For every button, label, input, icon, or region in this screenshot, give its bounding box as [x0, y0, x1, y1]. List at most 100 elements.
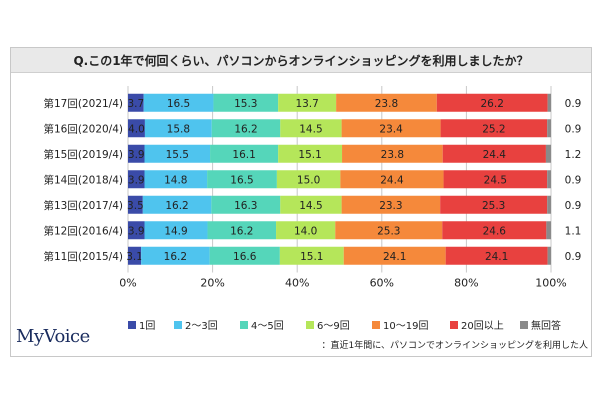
data-label: 14.5: [299, 200, 322, 212]
legend-label: 20回以上: [461, 321, 504, 332]
bar-segment: [278, 93, 337, 112]
legend-item: 20回以上: [450, 317, 504, 332]
legend-label: 6～9回: [317, 321, 350, 332]
data-label: 3.9: [128, 174, 145, 186]
legend-label: 無回答: [531, 321, 561, 332]
bar-segment: [280, 195, 342, 214]
bar-segment-no-answer: [547, 93, 551, 112]
legend-swatch: [520, 320, 528, 329]
data-label: 25.2: [482, 123, 505, 135]
bar-segment: [276, 221, 336, 240]
x-tick-label: 100%: [535, 277, 566, 290]
category-label: 第12回(2016/4): [44, 224, 124, 237]
bar-segment: [436, 93, 548, 112]
no-answer-label: 0.9: [565, 98, 582, 110]
data-label: 14.5: [299, 123, 322, 135]
bar-segment: [280, 119, 342, 138]
data-label: 16.3: [234, 200, 257, 212]
bar-segment: [144, 119, 212, 138]
data-label: 16.1: [232, 149, 255, 161]
bar-segment: [343, 246, 446, 265]
data-label: 24.5: [484, 174, 507, 186]
bar-segment-no-answer: [547, 170, 551, 189]
bar-segment: [128, 195, 143, 214]
bar-segment: [207, 221, 277, 240]
data-label: 16.6: [233, 251, 257, 263]
bar-segment-no-answer: [545, 144, 551, 163]
data-label: 23.8: [375, 98, 398, 110]
data-label: 4.0: [128, 123, 145, 135]
data-label: 16.2: [164, 251, 187, 263]
bar-segment: [144, 170, 208, 189]
legend-swatch: [306, 320, 314, 329]
bar-segment: [211, 195, 281, 214]
category-label: 第16回(2020/4): [44, 122, 124, 135]
data-label: 23.8: [381, 149, 404, 161]
myvoice-logo: MyVoice: [16, 326, 90, 347]
data-label: 16.2: [234, 123, 257, 135]
data-label: 16.2: [165, 200, 188, 212]
data-label: 14.0: [294, 225, 317, 237]
bar-segment: [142, 195, 212, 214]
bar-segment: [443, 170, 548, 189]
bar-segment: [442, 144, 546, 163]
bar-segment: [128, 246, 142, 265]
category-label: 第17回(2021/4): [44, 97, 124, 110]
legend-item: 4～5回: [240, 317, 284, 332]
data-label: 24.1: [485, 251, 508, 263]
data-label: 23.3: [379, 200, 402, 212]
legend: 1回 2～3回 4～5回 6～9回 10～19回 20回以上 無回答: [128, 317, 590, 332]
bar-segment: [440, 119, 548, 138]
data-label: 3.7: [127, 98, 144, 110]
bar-segment-no-answer: [547, 195, 551, 214]
legend-item: 無回答: [520, 317, 561, 332]
bar-segment: [340, 170, 444, 189]
data-label: 16.2: [230, 225, 253, 237]
data-label: 24.1: [383, 251, 406, 263]
bar-segment: [211, 119, 281, 138]
legend-item: 2～3回: [174, 317, 218, 332]
data-label: 15.0: [297, 174, 320, 186]
data-label: 15.5: [166, 149, 189, 161]
data-label: 16.5: [167, 98, 190, 110]
x-tick-label: 60%: [370, 277, 394, 290]
bar-segment: [210, 144, 279, 163]
data-label: 14.9: [164, 225, 187, 237]
bar-segment: [128, 144, 145, 163]
data-label: 24.6: [483, 225, 507, 237]
bar-segment-no-answer: [547, 119, 551, 138]
bar-segment-no-answer: [547, 246, 551, 265]
bar-segment: [342, 144, 443, 163]
data-label: 23.4: [379, 123, 403, 135]
bar-segment: [141, 246, 210, 265]
legend-swatch: [174, 320, 182, 329]
bar-segment: [128, 221, 145, 240]
legend-label: 4～5回: [251, 321, 284, 332]
bar-segment: [128, 119, 145, 138]
bars: 3.7 16.5 15.3 13.7 23.8 26.2 4.0 15.8 16.2 14.5 23…: [126, 93, 551, 265]
bar-segment: [207, 170, 277, 189]
category-label: 第13回(2017/4): [44, 199, 124, 212]
bar-segment: [128, 93, 144, 112]
bar-segment: [209, 246, 280, 265]
no-answer-label: 0.9: [565, 123, 582, 135]
legend-swatch: [128, 320, 136, 329]
bar-segment-no-answer: [546, 221, 551, 240]
category-labels: 第17回(2021/4) 第16回(2020/4) 第15回(2019/4) 第14回…: [44, 97, 124, 263]
legend-item: 6～9回: [306, 317, 350, 332]
x-tick-label: 0%: [119, 277, 136, 290]
category-label: 第14回(2018/4): [44, 173, 124, 186]
x-tick-labels: 0% 20% 40% 60% 80% 100%: [119, 277, 566, 290]
data-label: 15.1: [298, 149, 321, 161]
data-label: 25.3: [482, 200, 505, 212]
legend-label: 10～19回: [383, 321, 429, 332]
category-label: 第11回(2015/4): [44, 250, 124, 263]
data-label: 16.5: [230, 174, 253, 186]
legend-swatch: [372, 320, 380, 329]
legend-swatch: [450, 320, 458, 329]
legend-item: 1回: [128, 317, 155, 332]
legend-item: 10～19回: [372, 317, 428, 332]
no-answer-labels: 0.9 0.9 1.2 0.9 0.9 1.1 0.9: [565, 98, 582, 263]
title-band: Q.この1年で何回くらい、パソコンからオンラインショッピングを利用しましたか？: [11, 48, 591, 73]
bar-segment: [144, 221, 208, 240]
